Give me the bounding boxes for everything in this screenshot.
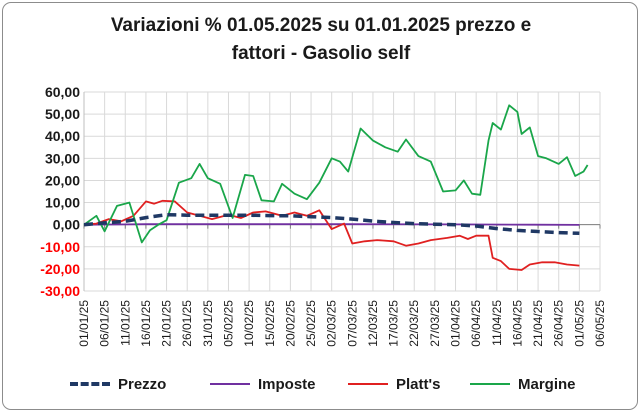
- y-tick-label: 60,00: [45, 84, 80, 100]
- x-tick-label: 27/03/25: [428, 300, 442, 347]
- x-tick-label: 26/01/25: [180, 300, 194, 347]
- series-line-imposte: [83, 223, 580, 226]
- chart-title-line-2: fattori - Gasolio self: [231, 43, 411, 64]
- y-tick-label: -30,00: [40, 283, 80, 299]
- legend-swatch-platts: [348, 383, 388, 385]
- x-tick-label: 06/04/25: [469, 300, 483, 347]
- x-tick-label: 11/04/25: [490, 300, 504, 346]
- x-tick-label: 21/04/25: [531, 300, 545, 347]
- legend-item-platts: Platt's: [348, 372, 440, 396]
- legend-swatch-imposte: [210, 383, 250, 385]
- legend-label-margine: Margine: [518, 375, 576, 393]
- chart-title-line-1: Variazioni % 01.05.2025 su 01.01.2025 pr…: [110, 15, 532, 36]
- x-tick-label: 20/02/25: [283, 300, 297, 347]
- x-tick-label: 16/04/25: [510, 300, 524, 347]
- series-line-prezzo: [83, 212, 580, 236]
- x-tick-label: 06/01/25: [98, 300, 112, 347]
- legend-label-platts: Platt's: [396, 375, 441, 393]
- legend-swatch-margine: [470, 383, 510, 385]
- series-group: [83, 104, 589, 271]
- x-axis: 01/01/25 06/01/25 11/01/25 16/01/25 21/01/25…: [77, 224, 607, 347]
- y-tick-label: 30,00: [45, 150, 80, 166]
- chart-title: Variazioni % 01.05.2025 su 01.01.2025 pr…: [0, 12, 642, 68]
- x-tick-label: 15/02/25: [263, 300, 277, 347]
- y-tick-label: 50,00: [45, 106, 80, 122]
- x-tick-label: 01/01/25: [77, 300, 91, 347]
- x-tick-label: 02/03/25: [325, 300, 339, 347]
- series-line-margine: [83, 104, 589, 244]
- y-tick-label: 10,00: [45, 195, 80, 211]
- y-tick-label: -10,00: [40, 239, 80, 255]
- x-tick-label: 06/05/25: [593, 300, 607, 347]
- x-tick-label: 11/01/25: [118, 300, 132, 346]
- legend-item-prezzo: Prezzo: [70, 372, 166, 396]
- y-tick-label: 20,00: [45, 172, 80, 188]
- x-tick-label: 01/04/25: [449, 300, 463, 347]
- legend: Prezzo Imposte Platt's Margine: [0, 372, 642, 396]
- x-tick-label: 26/04/25: [552, 300, 566, 347]
- y-tick-label: -20,00: [40, 261, 80, 277]
- x-tick-label: 17/03/25: [387, 300, 401, 347]
- x-tick-label: 16/01/25: [139, 300, 153, 347]
- series-line-platts: [83, 199, 580, 271]
- legend-label-imposte: Imposte: [258, 375, 316, 393]
- x-tick-label: 10/02/25: [242, 300, 256, 347]
- x-tick-label: 01/05/25: [572, 300, 586, 347]
- x-tick-label: 21/01/25: [160, 300, 174, 347]
- legend-item-imposte: Imposte: [210, 372, 316, 396]
- legend-label-prezzo: Prezzo: [118, 375, 167, 393]
- x-tick-label: 22/03/25: [407, 300, 421, 347]
- y-tick-label: 40,00: [45, 128, 80, 144]
- legend-swatch-prezzo: [70, 382, 110, 386]
- y-axis: 60,00 50,00 40,00 30,00 20,00 10,00 0,00 -10,00…: [40, 84, 85, 299]
- x-tick-label: 05/02/25: [221, 300, 235, 347]
- x-tick-label: 07/03/25: [345, 300, 359, 347]
- grid-lines: [83, 91, 601, 292]
- legend-item-margine: Margine: [470, 372, 576, 396]
- x-tick-label: 25/02/25: [304, 300, 318, 347]
- x-tick-label: 31/01/25: [201, 300, 215, 347]
- chart-frame: [2, 2, 638, 410]
- y-tick-label: 0,00: [53, 217, 80, 233]
- x-tick-label: 12/03/25: [366, 300, 380, 347]
